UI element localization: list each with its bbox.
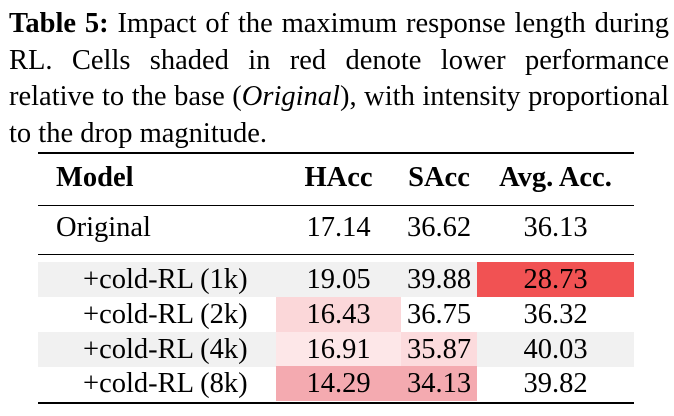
cell-model: +cold-RL (1k) bbox=[83, 264, 248, 295]
base-separator-rule bbox=[38, 254, 634, 256]
table-row: +cold-RL (4k) 16.91 35.87 40.03 bbox=[38, 332, 634, 367]
header-avg-acc: Avg. Acc. bbox=[499, 162, 612, 193]
cell-hacc: 19.05 bbox=[306, 264, 371, 295]
cell-hacc: 16.91 bbox=[276, 332, 401, 367]
cell-model: +cold-RL (4k) bbox=[83, 334, 248, 365]
bottom-rule bbox=[38, 402, 634, 404]
table-row: +cold-RL (8k) 14.29 34.13 39.82 bbox=[38, 366, 634, 401]
caption-text-1: Impact of the maximum response length du… bbox=[9, 8, 669, 113]
cell-avg: 36.32 bbox=[523, 299, 588, 330]
caption-label: Table 5: bbox=[9, 8, 109, 39]
cell-sacc: 36.62 bbox=[406, 212, 472, 243]
top-rule bbox=[38, 152, 634, 154]
table-caption: Table 5: Impact of the maximum response … bbox=[9, 6, 669, 152]
table-header: Model HAcc SAcc Avg. Acc. bbox=[38, 160, 634, 195]
table-row: +cold-RL (1k) 19.05 39.88 28.73 bbox=[38, 262, 634, 297]
cell-hacc: 16.43 bbox=[276, 297, 401, 332]
cell-hacc: 14.29 bbox=[276, 366, 401, 401]
cell-avg: 36.13 bbox=[523, 212, 588, 243]
caption-text-2: ), with intensity proportional to the dr… bbox=[9, 81, 669, 149]
cell-avg: 40.03 bbox=[523, 334, 588, 365]
cell-sacc: 36.75 bbox=[406, 299, 472, 330]
cell-avg: 39.82 bbox=[523, 368, 588, 399]
header-rule bbox=[38, 205, 634, 207]
cell-avg: 28.73 bbox=[477, 262, 634, 297]
cell-model: Original bbox=[56, 212, 151, 243]
cell-sacc: 35.87 bbox=[401, 332, 477, 367]
cell-sacc: 39.88 bbox=[406, 264, 472, 295]
cell-sacc: 34.13 bbox=[401, 366, 477, 401]
header-hacc: HAcc bbox=[304, 162, 373, 193]
caption-italic: Original bbox=[241, 81, 340, 113]
cell-model: +cold-RL (2k) bbox=[83, 299, 248, 330]
table-row-original: Original 17.14 36.62 36.13 bbox=[38, 210, 634, 245]
header-sacc: SAcc bbox=[408, 162, 470, 193]
cell-model: +cold-RL (8k) bbox=[83, 368, 248, 399]
cell-hacc: 17.14 bbox=[306, 212, 371, 243]
header-model: Model bbox=[56, 162, 134, 193]
table-row: +cold-RL (2k) 16.43 36.75 36.32 bbox=[38, 297, 634, 332]
